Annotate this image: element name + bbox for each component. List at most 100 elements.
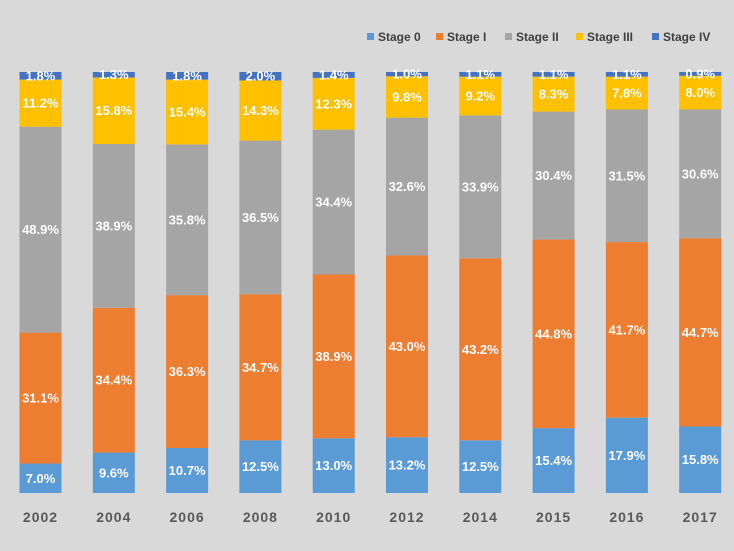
bar-segment-stage-ii-2006 [166,144,209,296]
data-label-stage-iv-2017: 0.9% [685,66,715,81]
bar-segment-stage-i-2006 [166,295,209,448]
bar-segment-stage-0-2016 [605,417,648,493]
data-label-stage-iii-2010: 12.3% [315,96,352,111]
bar-segment-stage-ii-2016 [605,109,648,243]
bar-segment-stage-iv-2002 [19,72,62,80]
bar-segment-stage-i-2010 [312,274,355,439]
data-label-stage-iv-2006: 1.8% [172,68,202,83]
x-tick-label-2004: 2004 [96,509,131,525]
bar-segment-stage-iii-2016 [605,76,648,110]
x-tick-label-2015: 2015 [536,509,571,525]
bar-segment-stage-iv-2012 [386,72,428,77]
data-label-stage-0-2006: 10.7% [169,463,206,478]
bar-segment-stage-ii-2015 [532,111,575,240]
data-label-stage-0-2002: 7.0% [26,471,56,486]
bar-segment-stage-iv-2004 [92,72,135,78]
bar-segment-stage-0-2017 [679,426,722,493]
data-label-stage-iv-2004: 1.3% [99,67,129,82]
x-tick-label-2017: 2017 [683,509,718,525]
bar-segment-stage-0-2012 [386,437,428,493]
legend-label-stage-iii: Stage III [587,30,633,44]
data-label-stage-0-2017: 15.8% [682,452,719,467]
x-tick-label-2012: 2012 [389,509,424,525]
bar-segment-stage-0-2004 [92,452,135,493]
data-label-stage-iv-2012: 1.0% [392,67,422,82]
data-label-stage-ii-2004: 38.9% [95,218,132,233]
bar-segment-stage-0-2010 [312,438,355,493]
bar-segment-stage-ii-2008 [239,140,282,295]
x-tick-label-2016: 2016 [609,509,644,525]
data-label-stage-ii-2012: 32.6% [389,179,426,194]
data-label-stage-0-2004: 9.6% [99,465,129,480]
bar-segment-stage-iv-2008 [239,72,282,81]
legend-label-stage-i: Stage I [447,30,486,44]
data-label-stage-iv-2008: 2.0% [246,69,276,84]
data-label-stage-iii-2002: 11.2% [22,96,59,111]
bar-segment-stage-iv-2015 [532,72,575,77]
data-label-stage-iv-2014: 1.1% [465,67,495,82]
data-label-stage-i-2015: 44.8% [535,326,572,341]
legend-swatch-stage-ii [505,33,512,40]
data-label-stage-ii-2017: 30.6% [682,166,719,181]
data-label-stage-0-2012: 13.2% [389,458,426,473]
data-label-stage-i-2002: 31.1% [22,391,59,406]
bar-segment-stage-iv-2014 [459,72,502,77]
x-tick-label-2014: 2014 [463,509,498,525]
data-label-stage-iii-2012: 9.8% [392,89,422,104]
bar-segment-stage-i-2012 [386,255,428,438]
bar-segment-stage-i-2008 [239,294,282,441]
data-label-stage-i-2008: 34.7% [242,360,279,375]
data-labels: 7.0% 31.1% 48.9% 11.2% 1.8% 9.6% 34.4% 38.9% 15.… [22,66,719,485]
bar-segment-stage-iv-2010 [312,72,355,78]
legend-label-stage-ii: Stage II [516,30,559,44]
bar-segment-stage-iii-2008 [239,80,282,141]
bar-segment-stage-iii-2017 [679,75,722,110]
x-axis: 2002 2004 2006 2008 2010 2012 2014 2015 2016 2017 [23,509,718,525]
bar-segment-stage-0-2002 [19,463,62,493]
data-label-stage-iii-2017: 8.0% [685,85,715,100]
legend-label-stage-iv: Stage IV [663,30,710,44]
legend-swatch-stage-iv [652,33,659,40]
data-label-stage-iv-2015: 1.1% [539,67,569,82]
bar-segment-stage-iv-2016 [605,72,648,77]
bar-segment-stage-0-2015 [532,428,575,493]
legend-swatch-stage-iii [576,33,583,40]
x-tick-label-2006: 2006 [170,509,205,525]
legend-swatch-stage-0 [367,33,374,40]
data-label-stage-iv-2010: 1.4% [319,67,349,82]
bar-segment-stage-iii-2012 [386,76,428,118]
legend-swatch-stage-i [436,33,443,40]
bar-segment-stage-iii-2015 [532,76,575,112]
bar-segment-stage-0-2008 [239,440,282,494]
data-label-stage-iii-2006: 15.4% [169,105,206,120]
data-label-stage-iii-2014: 9.2% [465,89,495,104]
bar-segment-stage-iv-2017 [679,72,722,76]
x-tick-label-2010: 2010 [316,509,351,525]
bar-segment-stage-iv-2006 [166,72,209,80]
data-label-stage-i-2014: 43.2% [462,342,499,357]
x-tick-label-2002: 2002 [23,509,58,525]
bar-segment-stage-ii-2012 [386,117,428,256]
bar-segment-stage-i-2004 [92,307,135,453]
x-tick-label-2008: 2008 [243,509,278,525]
bars [19,72,722,494]
bar-segment-stage-ii-2010 [312,129,355,275]
bar-segment-stage-ii-2017 [679,109,722,239]
bar-segment-stage-iii-2014 [459,76,502,116]
bar-segment-stage-iii-2004 [92,77,135,144]
bar-segment-stage-ii-2004 [92,143,135,308]
data-label-stage-iv-2002: 1.8% [26,68,56,83]
data-label-stage-i-2017: 44.7% [682,325,719,340]
data-label-stage-ii-2014: 33.9% [462,179,499,194]
bar-segment-stage-iii-2010 [312,77,355,130]
data-label-stage-0-2015: 15.4% [535,453,572,468]
data-label-stage-i-2016: 41.7% [608,322,645,337]
data-label-stage-i-2012: 43.0% [389,339,426,354]
bar-segment-stage-iii-2002 [19,79,62,127]
bar-segment-stage-iii-2006 [166,79,209,145]
data-label-stage-iii-2008: 14.3% [242,103,279,118]
data-label-stage-i-2006: 36.3% [169,364,206,379]
bar-segment-stage-i-2014 [459,258,502,441]
